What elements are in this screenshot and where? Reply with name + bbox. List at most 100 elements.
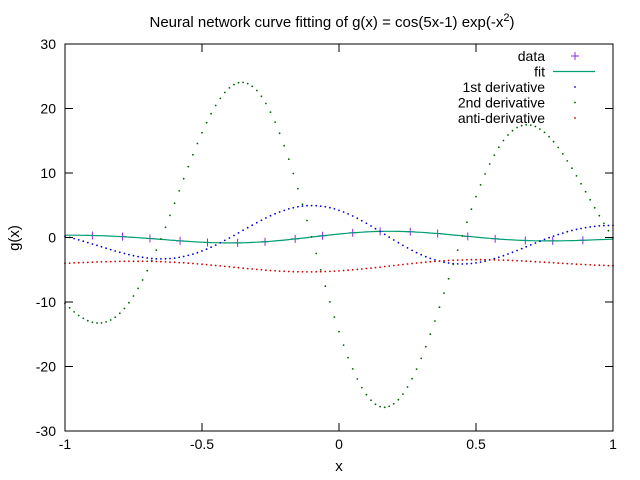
curve-point (278, 211, 281, 213)
curve-point (297, 205, 299, 208)
curve-point (598, 264, 601, 267)
curve-point (260, 219, 263, 222)
curve-point (593, 206, 596, 209)
curve-point (265, 269, 267, 272)
curve-point (461, 235, 464, 237)
x-tick-label: -1 (59, 436, 72, 452)
curve-point (561, 262, 564, 265)
curve-point (137, 260, 140, 263)
curve-point (342, 211, 345, 213)
y-tick-label: 30 (40, 36, 56, 52)
curve-point (73, 237, 75, 240)
curve-point (82, 317, 85, 320)
curve-point (365, 393, 368, 396)
curve-point (447, 277, 450, 280)
curve-point (187, 254, 190, 257)
curve-point (319, 270, 322, 273)
curve-point (329, 206, 331, 209)
curve-point (356, 378, 359, 380)
curve-point (178, 256, 181, 259)
curve-point (150, 260, 153, 263)
curve-point (123, 260, 126, 263)
curve-point (160, 258, 162, 260)
curve-point (520, 260, 523, 262)
curve-point (91, 243, 94, 245)
curve-point (356, 268, 359, 271)
legend-marker (574, 117, 576, 119)
curve-point (525, 260, 528, 263)
curve-point (370, 399, 372, 402)
curve-point (434, 260, 436, 263)
curve-point (511, 251, 514, 254)
curve-point (438, 306, 441, 309)
curve-point (557, 233, 560, 236)
curve-point (201, 263, 203, 266)
curve-point (278, 270, 281, 272)
curve-point (338, 209, 340, 212)
curve-point (603, 264, 605, 267)
curve-point (589, 226, 592, 228)
chart-title-end: ) (510, 14, 515, 31)
curve-point (160, 260, 162, 263)
curve-point (155, 260, 158, 263)
curve-point (118, 260, 121, 263)
curve-point (424, 261, 427, 264)
curve-point (292, 270, 295, 273)
curve-point (434, 320, 436, 322)
legend-item: data (518, 48, 579, 64)
curve-point (287, 208, 290, 210)
curve-point (493, 154, 496, 157)
y-tick-label: 10 (40, 165, 56, 181)
curve-point (173, 261, 176, 264)
curve-point (260, 95, 263, 98)
x-tick-label: 1 (609, 436, 617, 452)
curve-point (246, 82, 249, 85)
curve-point (347, 213, 349, 215)
curve-point (429, 260, 432, 263)
curve-point (539, 128, 541, 130)
curve-point (214, 244, 217, 247)
curve-point (525, 123, 528, 126)
curve-point (73, 262, 75, 264)
curve-point (265, 217, 267, 219)
y-axis-label: g(x) (6, 225, 23, 251)
curve-point (470, 208, 473, 211)
curve-point (484, 173, 486, 175)
curve-point (548, 135, 550, 138)
curve-point (420, 261, 423, 264)
curve-point (443, 259, 445, 262)
curve-point (333, 208, 336, 210)
curve-point (100, 261, 103, 263)
series-layer (64, 81, 614, 409)
curve-point (223, 91, 226, 94)
curve-point (461, 263, 464, 265)
curve-point (146, 260, 149, 263)
curve-point (96, 244, 98, 247)
curve-point (173, 202, 176, 205)
curve-point (360, 219, 363, 222)
curve-point (557, 262, 560, 264)
curve-point (566, 262, 569, 265)
curve-point (77, 261, 80, 264)
curve-point (406, 247, 409, 249)
curve-point (456, 263, 459, 265)
curve-point (342, 269, 345, 272)
curve-point (187, 165, 190, 168)
curve-point (127, 301, 130, 304)
curve-point (488, 258, 491, 261)
curve-point (201, 250, 203, 252)
curve-point (77, 239, 80, 241)
curve-point (192, 262, 194, 265)
curve-point (127, 253, 130, 256)
curve-point (324, 205, 327, 208)
y-tick-label: -30 (36, 423, 56, 439)
curve-point (301, 205, 304, 208)
curve-point (443, 292, 445, 294)
curve-point (443, 261, 445, 264)
curve-point (201, 131, 203, 134)
curve-point (360, 386, 363, 389)
curve-point (392, 264, 395, 267)
curve-point (319, 205, 322, 208)
curve-point (118, 312, 121, 315)
curve-point (210, 246, 213, 249)
